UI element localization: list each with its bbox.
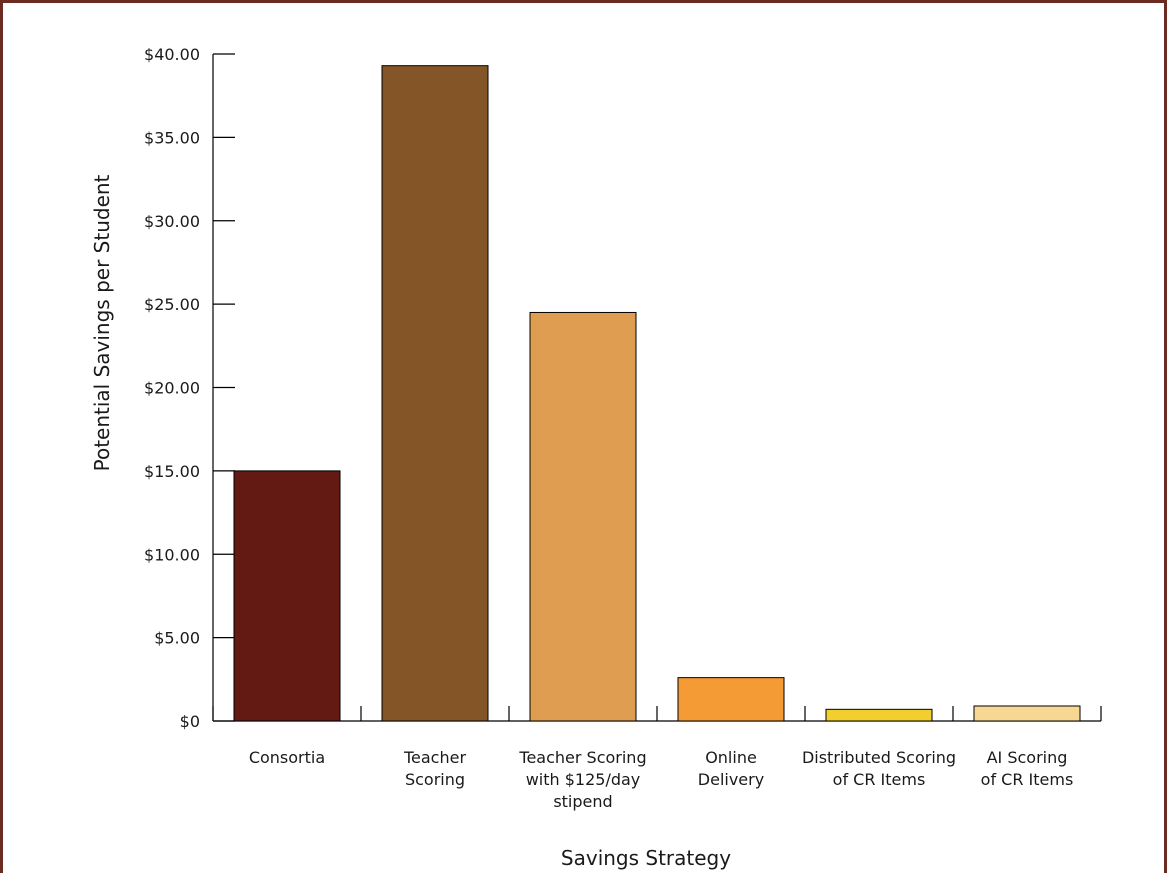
x-axis (212, 706, 1102, 722)
y-tick-label: $10.00 (144, 545, 200, 564)
bar-chart: $0 $5.00 $10.00 $15.00 $20.00 $25.00 $30.00 $35… (90, 45, 1102, 870)
bar (529, 311, 637, 722)
y-tick-label: $30.00 (144, 212, 200, 231)
y-tick-label: $20.00 (144, 379, 200, 398)
y-axis: $0 $5.00 $10.00 $15.00 $20.00 $25.00 $30.00 $35… (144, 45, 235, 731)
x-tick-labels: Consortia Teacher Scoring Teacher Scoring wi… (249, 748, 1073, 811)
y-tick-label: $5.00 (154, 629, 200, 648)
y-axis-title: Potential Savings per Student (90, 174, 114, 471)
x-tick-label: Consortia (249, 748, 325, 767)
y-tick-label: $0 (180, 712, 200, 731)
y-tick-label: $40.00 (144, 45, 200, 64)
bars (233, 65, 1081, 722)
bar (677, 677, 785, 722)
bar (825, 708, 933, 722)
y-tick-label: $25.00 (144, 295, 200, 314)
x-axis-title: Savings Strategy (561, 846, 731, 870)
x-tick-label: AI Scoring of CR Items (981, 748, 1074, 789)
x-tick-label: Online Delivery (698, 748, 764, 789)
x-tick-label: Distributed Scoring of CR Items (802, 748, 956, 789)
y-tick-label: $35.00 (144, 128, 200, 147)
bar (381, 65, 489, 722)
bar (233, 470, 341, 722)
bar (973, 705, 1081, 722)
x-tick-label: Teacher Scoring (403, 748, 466, 789)
x-tick-label: Teacher Scoring with $125/day stipend (518, 748, 646, 811)
y-tick-label: $15.00 (144, 462, 200, 481)
